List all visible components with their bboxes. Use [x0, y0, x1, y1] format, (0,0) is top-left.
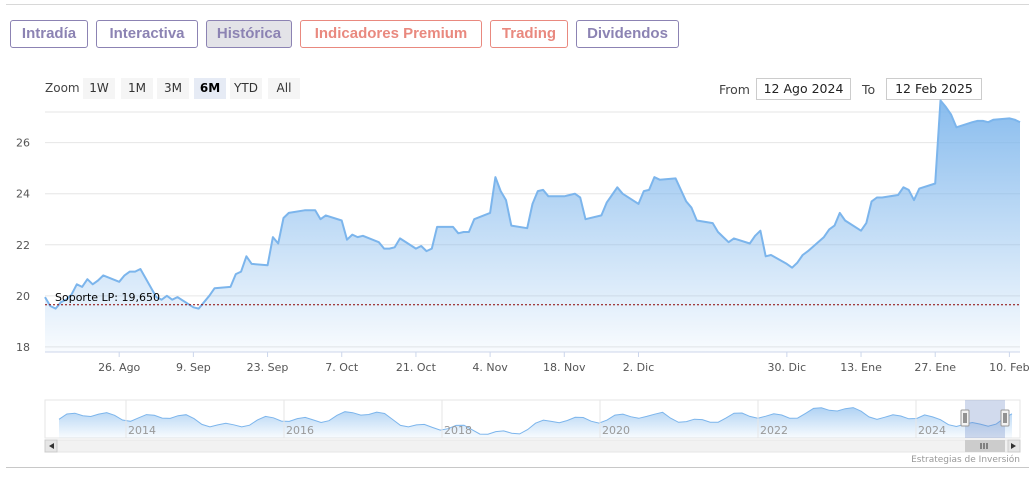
y-tick-label: 18: [16, 341, 30, 354]
zoom-button-ytd[interactable]: YTD: [230, 78, 262, 99]
tab-interactiva[interactable]: Interactiva: [96, 20, 198, 48]
arrow-right-icon: [1011, 443, 1016, 449]
navigator-line: [58, 407, 1013, 435]
axes: 18 20 22 24 26 26. Ago 9. Sep 23. Sep 7. Oct 21. …: [16, 137, 1030, 374]
y-tick-label: 24: [16, 188, 30, 201]
series-area-fill: [45, 100, 1020, 352]
x-tick-label: 7. Oct: [325, 361, 359, 374]
x-tick-label: 4. Nov: [472, 361, 508, 374]
zoom-button-all[interactable]: All: [268, 78, 300, 99]
y-tick-label: 22: [16, 239, 30, 252]
navigator-year-label: 2020: [602, 424, 630, 437]
tab-intradia[interactable]: Intradía: [10, 20, 88, 48]
x-tick-label: 27. Ene: [914, 361, 956, 374]
navigator-year-label: 2018: [444, 424, 472, 437]
navigator-year-label: 2016: [286, 424, 314, 437]
zoom-button-6m[interactable]: 6M: [194, 78, 226, 99]
x-tick-label: 26. Ago: [98, 361, 140, 374]
x-tick-label: 13. Ene: [840, 361, 882, 374]
navigator-area: [59, 407, 1012, 438]
to-label: To: [862, 82, 876, 97]
scrollbar-track: [44, 439, 1021, 453]
tab-trading[interactable]: Trading: [490, 20, 568, 48]
scrollbar-thumb[interactable]: [965, 440, 1005, 452]
tab-indicadores-premium[interactable]: Indicadores Premium: [300, 20, 482, 48]
zoom-button-1m[interactable]: 1M: [121, 78, 153, 99]
navigator-year-label: 2022: [760, 424, 788, 437]
navigator: 2014 2016 2018 2020 2022 2024: [44, 399, 1021, 453]
x-tick-label: 21. Oct: [396, 361, 437, 374]
to-date-input[interactable]: 12 Feb 2025: [886, 78, 982, 100]
bottom-divider: [6, 467, 1029, 468]
y-tick-label: 26: [16, 137, 30, 150]
x-tick-label: 18. Nov: [543, 361, 586, 374]
from-label: From: [719, 82, 750, 97]
x-tick-label: 9. Sep: [176, 361, 211, 374]
x-tick-label: 23. Sep: [247, 361, 289, 374]
navigator-year-label: 2014: [128, 424, 156, 437]
zoom-button-3m[interactable]: 3M: [157, 78, 189, 99]
top-divider: [6, 4, 1029, 5]
navigator-year-label: 2024: [918, 424, 946, 437]
support-line-group: Soporte LP: 19,650: [45, 291, 1020, 306]
navigator-selection: [965, 400, 1005, 438]
from-date-input[interactable]: 12 Ago 2024: [756, 78, 851, 100]
x-tick-label: 2. Dic: [623, 361, 655, 374]
x-tick-label: 30. Dic: [768, 361, 807, 374]
x-tick-label: 10. Feb: [989, 361, 1029, 374]
series-area: [44, 99, 1021, 352]
tab-dividendos[interactable]: Dividendos: [576, 20, 679, 48]
navigator-handle-left[interactable]: [960, 409, 970, 427]
series-line: [44, 99, 1021, 310]
tab-historica[interactable]: Histórica: [206, 20, 292, 48]
navigator-handle-right[interactable]: [1000, 409, 1010, 427]
support-label: Soporte LP: 19,650: [55, 291, 160, 304]
zoom-label: Zoom: [45, 81, 80, 95]
arrow-left-icon: [49, 443, 54, 449]
credits: Estrategias de Inversión: [911, 455, 1020, 465]
y-tick-label: 20: [16, 290, 30, 303]
zoom-button-1w[interactable]: 1W: [83, 78, 115, 99]
